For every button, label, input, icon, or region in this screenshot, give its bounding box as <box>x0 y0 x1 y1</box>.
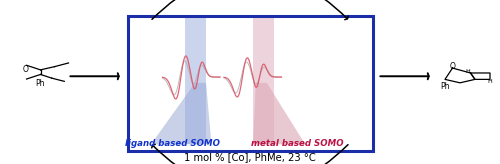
Polygon shape <box>253 83 305 144</box>
Polygon shape <box>186 16 206 144</box>
Polygon shape <box>253 16 274 144</box>
Text: O: O <box>22 65 28 74</box>
Polygon shape <box>151 83 212 144</box>
Text: ligand based SOMO: ligand based SOMO <box>125 139 220 148</box>
Text: H: H <box>465 69 470 73</box>
Text: O: O <box>450 62 456 71</box>
Text: H: H <box>488 79 492 84</box>
Text: metal based SOMO: metal based SOMO <box>251 139 344 148</box>
Text: 1 mol % [Co], PhMe, 23 °C: 1 mol % [Co], PhMe, 23 °C <box>184 152 316 162</box>
Text: Ph: Ph <box>36 79 45 88</box>
Text: Ph: Ph <box>440 82 450 91</box>
